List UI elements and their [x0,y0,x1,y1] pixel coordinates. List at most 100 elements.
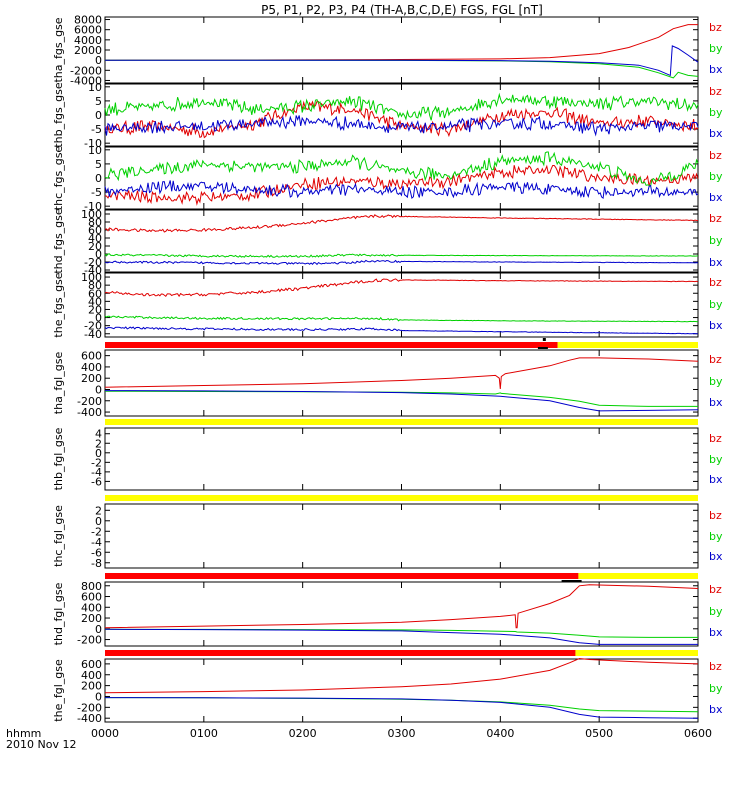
series-bz [104,24,698,61]
y-tick-label: 2 [95,504,102,517]
panel-frame [104,581,699,647]
y-tick-label: 0 [95,623,102,636]
x-tick-label: 0200 [289,727,317,740]
mode-bar [105,495,698,501]
y-tick-label: 400 [81,669,102,682]
x-tick-label: 0000 [91,727,119,740]
legend-bz: bz [709,432,722,445]
y-tick-label: 100 [81,271,102,284]
y-tick-label: 600 [81,658,102,671]
legend-bx: bx [709,396,723,409]
y-tick-label: -2 [91,525,102,538]
mode-bar [575,650,698,656]
legend-bx: bx [709,473,723,486]
legend-bx: bx [709,626,723,639]
panel-frame [104,16,699,84]
legend-by: by [709,453,723,466]
y-tick-label: -2000 [70,64,102,77]
legend-bx: bx [709,550,723,563]
legend-by: by [709,42,723,55]
y-tick-label: -4000 [70,74,102,87]
legend-bz: bz [709,149,722,162]
x-tick-label: 0500 [585,727,613,740]
x-tick-label: 0400 [486,727,514,740]
legend-by: by [709,530,723,543]
series-bz [104,357,699,389]
y-axis-label: tha_fgs_gse [52,17,65,82]
y-axis-label: thd_fgs_gse [52,208,65,274]
panel-frame [104,146,699,210]
legend-bx: bx [709,191,723,204]
legend-by: by [709,682,723,695]
y-tick-label: -20 [84,320,102,333]
panel-frame [104,349,699,417]
y-tick-label: -5 [91,186,102,199]
panel-thc-fgl: -8-6-4-202 thc_fgl_gse bz by bx [52,503,723,570]
series-bz [104,214,699,233]
y-tick-label: -40 [84,264,102,277]
legend-bz: bz [709,21,722,34]
y-tick-label: -6 [91,546,102,559]
y-tick-label: 0 [95,690,102,703]
mode-bar [105,650,576,656]
mode-bar [105,342,558,348]
series-bx [104,326,698,335]
legend-by: by [709,106,723,119]
panel-frame [104,272,699,338]
series-bz [104,584,699,629]
y-tick-label: -10 [84,137,102,150]
y-tick-label: 600 [81,591,102,604]
mode-bars-group [105,338,698,656]
legend-bz: bz [709,212,722,225]
legend-bz: bz [709,353,722,366]
y-axis-label: thb_fgl_gse [52,427,65,490]
legend-bz: bz [709,509,722,522]
series-bx [104,628,698,645]
y-tick-label: 40 [88,295,102,308]
y-tick-label: 0 [95,248,102,261]
date-label: 2010 Nov 12 [6,738,76,751]
y-tick-label: 8000 [74,14,102,27]
series-bx [104,259,699,266]
y-tick-label: 5 [95,158,102,171]
legend-bx: bx [709,703,723,716]
y-tick-label: 6000 [74,24,102,37]
y-tick-label: 600 [81,350,102,363]
legend-bx: bx [709,127,723,140]
y-tick-label: 0 [95,54,102,67]
y-tick-label: -400 [77,712,102,725]
y-tick-label: 0 [95,515,102,528]
y-tick-label: 0 [95,109,102,122]
series-by [104,315,699,323]
chart-title: P5, P1, P2, P3, P4 (TH-A,B,C,D,E) FGS, F… [261,3,543,17]
panel-frame [104,83,699,147]
y-tick-label: 40 [88,232,102,245]
legend-bz: bz [709,583,722,596]
y-tick-label: -10 [84,200,102,213]
legend-by: by [709,234,723,247]
y-tick-label: 10 [88,144,102,157]
y-axis-label: thc_fgl_gse [52,505,65,567]
y-tick-label: 2 [95,437,102,450]
x-tick-label: 0100 [190,727,218,740]
y-tick-label: 2000 [74,44,102,57]
series-bz [104,164,699,206]
y-tick-label: 0 [95,447,102,460]
y-tick-label: -40 [84,328,102,341]
y-tick-label: 200 [81,372,102,385]
y-axis-label: tha_fgl_gse [52,352,65,415]
mode-bar [557,342,698,348]
y-tick-label: 400 [81,361,102,374]
series-by [104,253,699,258]
y-tick-label: 200 [81,612,102,625]
y-axis-label: thd_fgl_gse [52,582,65,645]
x-tick-label: 0600 [684,727,712,740]
series-bz [104,657,699,694]
